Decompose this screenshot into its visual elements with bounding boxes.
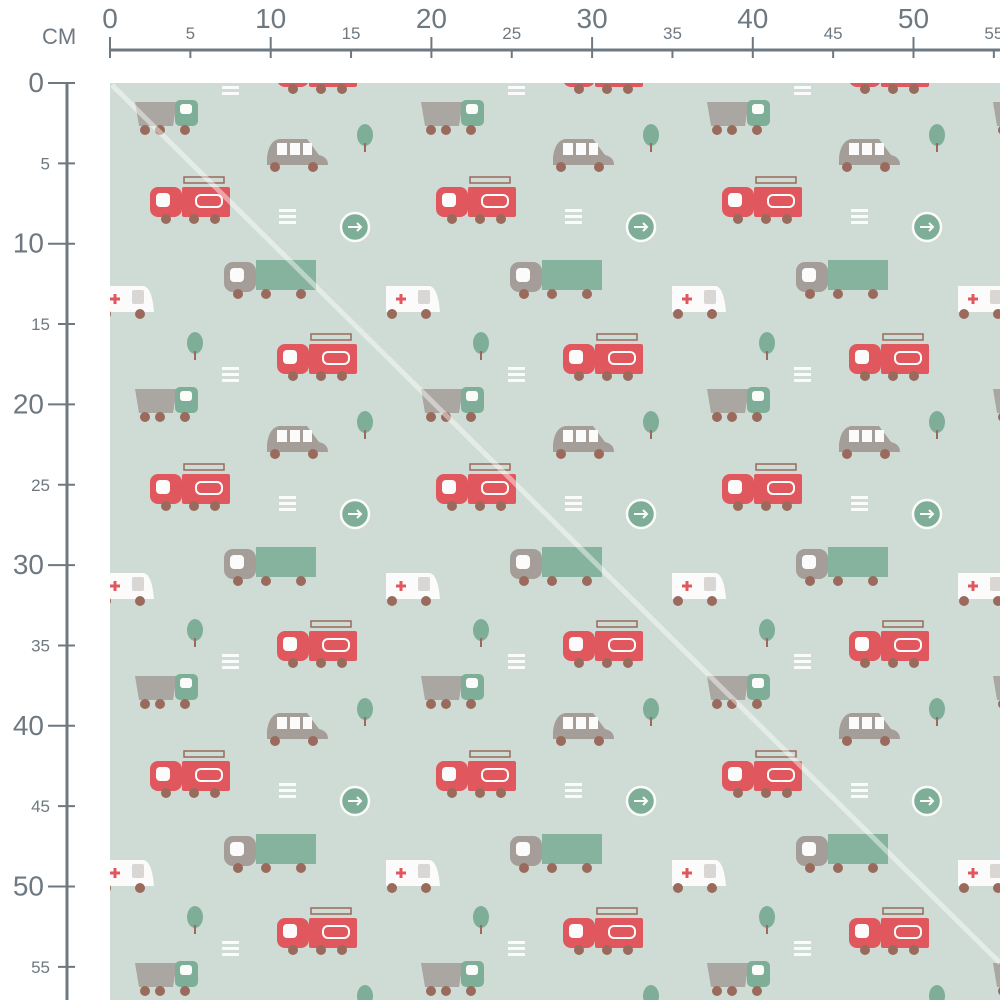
- ruler-label-horizontal: 0: [102, 3, 118, 34]
- ruler-label-horizontal: 30: [577, 3, 608, 34]
- ruler-label-vertical: 0: [28, 67, 44, 98]
- ruler-label-vertical: 45: [31, 797, 50, 816]
- ruler-label-vertical: 30: [13, 549, 44, 580]
- ruler-label-vertical: 25: [31, 476, 50, 495]
- ruler-unit-label: CM: [42, 24, 77, 49]
- ruler-label-horizontal: 55: [984, 24, 1000, 43]
- fold-highlight: [110, 83, 1000, 965]
- ruler-label-vertical: 55: [31, 958, 50, 977]
- ruler-label-vertical: 15: [31, 315, 50, 334]
- ruler-label-horizontal: 35: [663, 24, 682, 43]
- ruler-label-horizontal: 40: [737, 3, 768, 34]
- ruler-label-vertical: 20: [13, 388, 44, 419]
- ruler-label-horizontal: 25: [502, 24, 521, 43]
- ruler-label-horizontal: 15: [342, 24, 361, 43]
- fabric-pattern: [110, 83, 1000, 1000]
- ruler-label-horizontal: 20: [416, 3, 447, 34]
- ruler-label-vertical: 50: [13, 871, 44, 902]
- ruler-label-vertical: 5: [41, 154, 50, 173]
- ruler-label-vertical: 10: [13, 228, 44, 259]
- ruler-label-horizontal: 10: [255, 3, 286, 34]
- ruler-label-horizontal: 50: [898, 3, 929, 34]
- ruler-label-horizontal: 45: [824, 24, 843, 43]
- fabric-preview: [110, 83, 1000, 1000]
- ruler-label-vertical: 35: [31, 636, 50, 655]
- ruler-label-horizontal: 5: [186, 24, 195, 43]
- ruler-label-vertical: 40: [13, 710, 44, 741]
